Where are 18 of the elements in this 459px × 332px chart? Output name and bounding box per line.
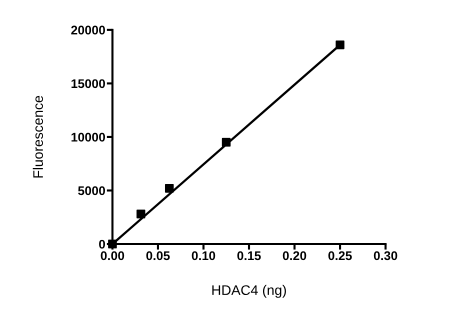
x-tick-label: 0.15 — [237, 251, 261, 260]
y-tick-label: 15000 — [72, 79, 105, 88]
y-tick-label: 20000 — [71, 26, 105, 35]
x-tick-label: 0.25 — [328, 251, 352, 260]
x-axis-title: HDAC4 (ng) — [212, 284, 286, 298]
y-tick-label: 0 — [99, 240, 105, 249]
x-tick-label: 0.00 — [100, 251, 124, 260]
point — [136, 210, 146, 218]
y-tick-label: 5000 — [78, 186, 105, 196]
x-tick-label: 0.30 — [374, 251, 398, 260]
point — [222, 138, 231, 147]
x-tick-label: 0.05 — [146, 251, 170, 260]
x-tick-label: 0.10 — [192, 251, 216, 260]
x-tick-label: 0.20 — [282, 251, 306, 260]
point — [336, 40, 344, 50]
y-axis-title: Fluorescence — [32, 96, 44, 178]
point — [164, 184, 174, 193]
y-tick-label: 10000 — [72, 132, 105, 142]
